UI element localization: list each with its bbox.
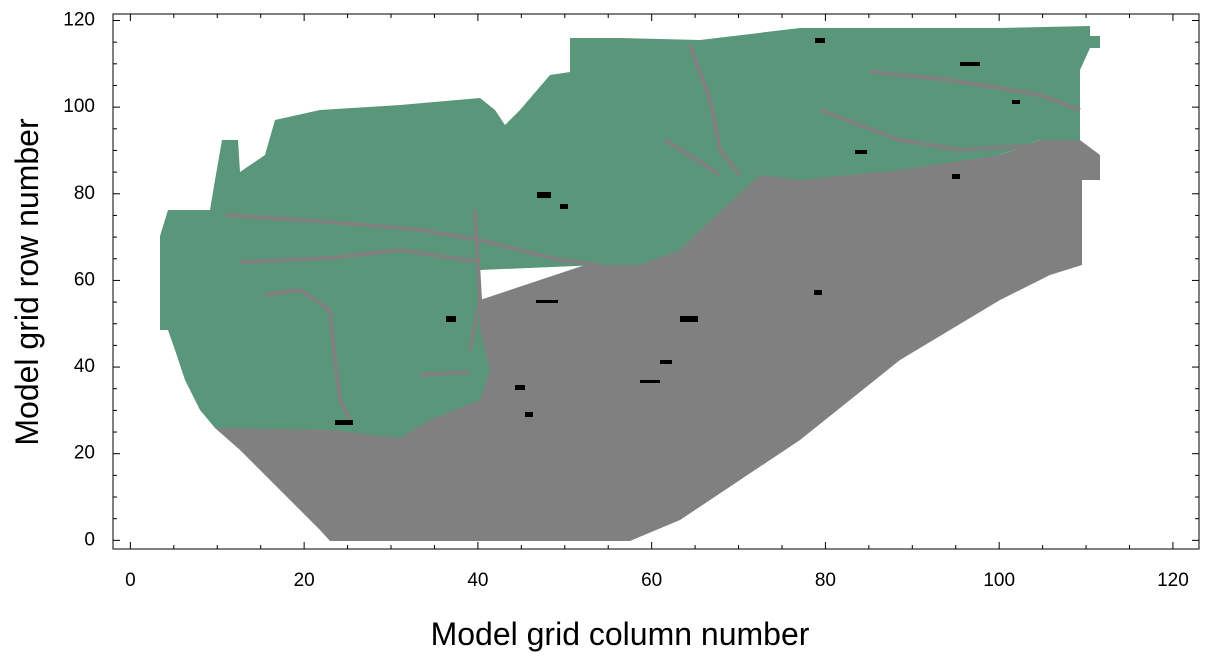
cell	[515, 385, 525, 390]
x-tick-label: 0	[125, 570, 136, 591]
y-tick-label: 60	[74, 269, 95, 290]
y-axis-label: Model grid row number	[9, 118, 45, 446]
cell	[680, 316, 698, 322]
y-tick-label: 20	[74, 443, 95, 464]
cell	[960, 62, 980, 66]
y-tick-label: 40	[74, 356, 95, 377]
channel	[264, 287, 352, 421]
x-tick-label: 120	[1157, 570, 1189, 591]
cell	[335, 420, 353, 425]
cells	[335, 38, 1020, 425]
cell	[660, 360, 672, 364]
channel	[869, 70, 1081, 112]
cell	[536, 300, 558, 303]
grid-map	[160, 26, 1100, 541]
cell	[560, 204, 568, 209]
x-tick-label: 40	[467, 570, 488, 591]
y-tick-label: 100	[63, 96, 95, 117]
gray-region	[215, 140, 1100, 541]
cell	[952, 174, 960, 179]
channels	[224, 44, 1081, 421]
cell	[1012, 100, 1020, 104]
y-tick-label: 80	[74, 183, 95, 204]
x-tick-label: 20	[294, 570, 315, 591]
y-tick-label: 0	[84, 529, 95, 550]
channel	[419, 370, 471, 377]
x-tick-label: 100	[983, 570, 1015, 591]
plot-frame	[112, 13, 1200, 550]
channel	[688, 44, 742, 177]
x-axis-label: Model grid column number	[431, 616, 810, 652]
cell	[815, 38, 825, 43]
channel	[239, 247, 481, 264]
x-tick-label: 80	[815, 570, 836, 591]
cell	[855, 150, 867, 154]
cell	[814, 290, 822, 295]
x-tick-label: 60	[641, 570, 662, 591]
cell	[525, 412, 533, 417]
cell	[640, 380, 660, 383]
cell	[446, 316, 456, 322]
channel	[663, 138, 722, 177]
channel	[819, 108, 1041, 153]
y-tick-label: 120	[63, 10, 95, 31]
channel	[468, 209, 483, 351]
cell	[537, 192, 551, 198]
channel	[224, 213, 601, 267]
